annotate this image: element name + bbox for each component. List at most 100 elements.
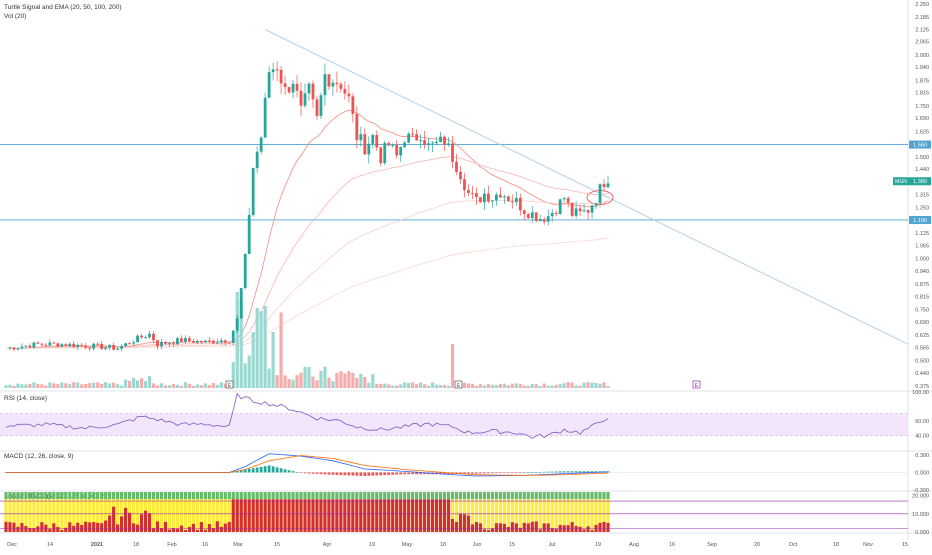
time-axis[interactable]: Dec 14 2021 18 Feb 16 Mar 15 Apr 19 May 18 Jun 15 Jul 1… (7, 542, 908, 548)
squeeze-green-bar (578, 492, 582, 500)
volume-bar (482, 385, 487, 388)
volume-bar (478, 384, 483, 388)
squeeze-red-bar (64, 527, 68, 532)
squeeze-red-bar (510, 522, 514, 532)
squeeze-red-bar (586, 526, 590, 532)
squeeze-red-bar (391, 499, 395, 532)
squeeze-green-bar (199, 492, 203, 500)
volume-bar (562, 383, 566, 388)
price-tick-label: 2.000 (915, 53, 929, 59)
macd-histogram-bar (530, 472, 534, 473)
candle-body (219, 340, 223, 343)
candle-body (415, 134, 419, 141)
price-axis[interactable]: 2.250 2.185 2.125 2.065 2.000 1.940 1.875 1.815… (893, 2, 931, 390)
candles[interactable] (8, 61, 610, 352)
main-legend-title: Turtle Signal and EMA (20, 50, 100, 200) (4, 4, 122, 11)
squeeze-green-bar (267, 492, 271, 500)
volume-bar (223, 383, 227, 388)
squeeze-red-bar (40, 522, 44, 532)
squeeze-green-bar (104, 492, 108, 500)
squeeze-yellow-bar (586, 499, 590, 532)
volume-bar (155, 385, 160, 388)
macd-histogram-bar (566, 471, 570, 473)
squeeze-red-bar (8, 522, 12, 532)
squeeze-red-bar (570, 522, 574, 532)
squeeze-green-bar (339, 492, 343, 500)
macd-histogram-bar (343, 472, 347, 476)
macd-histogram-bar (562, 471, 566, 473)
squeeze-green-bar (247, 492, 251, 500)
candle-body (72, 343, 76, 348)
squeeze-green-bar (430, 492, 435, 500)
price-tick-label: 1.815 (915, 91, 929, 97)
macd-pane[interactable]: MACD (12, 26, close, 9) 0.300 0.000 -0.300 (0, 453, 929, 494)
squeeze-green-bar (347, 492, 351, 500)
candle-body (128, 343, 131, 345)
volume-bar (303, 366, 307, 388)
candle-body (60, 344, 64, 347)
main-pane[interactable]: E E E Turtle Signal and EMA (20, 50, 100, … (0, 4, 909, 389)
price-badge-label: 1.380 (913, 179, 927, 185)
volume-bar (20, 384, 24, 388)
volume-bar (494, 385, 498, 388)
candle-body (570, 202, 574, 216)
squeeze-green-bar (355, 492, 359, 500)
time-tick-label: Oct (789, 542, 798, 548)
macd-histogram-bar (359, 472, 363, 476)
squeeze-green-bar (423, 492, 427, 500)
macd-histogram-bar (439, 472, 442, 475)
squeeze-yellow-bar (100, 499, 104, 532)
price-tick-label: 1.065 (915, 243, 929, 249)
squeeze-red-bar (383, 499, 387, 532)
squeeze-green-bar (450, 492, 455, 500)
squeeze-yellow-bar (60, 499, 64, 532)
price-tick-label: 0.500 (915, 359, 929, 365)
macd-histogram-bar (403, 472, 407, 475)
squeeze-yellow-bar (36, 499, 40, 532)
volume-bar (323, 366, 327, 388)
price-tick-label: 2.065 (915, 40, 929, 46)
macd-histogram-bar (387, 472, 391, 475)
squeeze-yellow-bar (542, 499, 546, 532)
volume-bar (120, 385, 124, 388)
macd-histogram-bar (582, 471, 586, 473)
squeeze-green-bar (434, 492, 439, 500)
squeeze-green-bar (291, 492, 295, 500)
squeeze-green-bar (191, 492, 195, 500)
squeeze-yellow-bar (594, 499, 598, 532)
time-tick-label: 14 (47, 542, 53, 548)
squeeze-yellow-bar (52, 499, 56, 532)
candle-body (144, 337, 147, 339)
squeeze-green-bar (139, 492, 144, 500)
squeeze-yellow-bar (486, 499, 490, 532)
squeeze-red-bar (92, 522, 96, 532)
squeeze-pane[interactable]: SqueezeMACD (50, 20, 1.5, 80, 40, 20) 20… (0, 492, 929, 536)
price-tick-label: 0.440 (915, 371, 929, 377)
candle-body (598, 184, 602, 204)
squeeze-red-bar (311, 499, 315, 532)
squeeze-green-bar (167, 492, 172, 500)
squeeze-red-bar (259, 499, 263, 532)
price-badge-label: 1.190 (913, 218, 927, 224)
squeeze-green-bar (143, 492, 148, 500)
candle-body (323, 74, 327, 96)
price-tick-label: 2.250 (915, 2, 929, 8)
candle-body (176, 338, 179, 345)
volume-bar (307, 366, 311, 388)
squeeze-red-bar (96, 522, 100, 532)
candle-body (335, 82, 339, 85)
squeeze-yellow-bar (215, 499, 219, 532)
rsi-pane[interactable]: RSI (14, close) 100.00 60.00 40.00 (0, 390, 929, 440)
squeeze-red-bar (195, 529, 199, 532)
price-tick-label: 1.750 (915, 104, 929, 110)
squeeze-yellow-bar (163, 499, 168, 532)
squeeze-red-bar (215, 521, 219, 532)
squeeze-yellow-bar (183, 499, 187, 532)
volume-bar (127, 380, 132, 388)
trendline[interactable] (264, 29, 909, 345)
squeeze-green-bar (48, 492, 52, 500)
squeeze-green-bar (32, 492, 36, 500)
volume-bar (124, 379, 128, 388)
